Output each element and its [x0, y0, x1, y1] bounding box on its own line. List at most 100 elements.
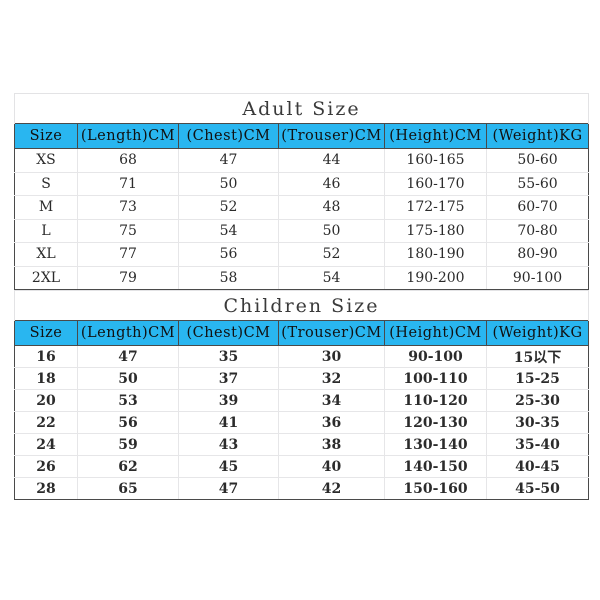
children-col-size: Size: [14, 320, 78, 346]
cell-height: 172-175: [384, 195, 487, 220]
cell-trouser: 38: [278, 433, 385, 456]
table-row: 22 56 41 36 120-130 30-35: [14, 411, 590, 434]
cell-trouser: 40: [278, 455, 385, 478]
cell-height: 110-120: [384, 389, 487, 412]
cell-weight: 40-45: [485, 455, 590, 478]
cell-length: 75: [77, 218, 179, 243]
cell-chest: 45: [178, 455, 279, 478]
cell-weight: 30-35: [485, 411, 590, 434]
cell-weight: 90-100: [485, 265, 590, 290]
table-row: 16 47 35 30 90-100 15以下: [14, 345, 590, 368]
cell-chest: 41: [178, 411, 279, 434]
cell-trouser: 44: [278, 148, 385, 173]
adult-header-row: Size (Length)CM (Chest)CM (Trouser)CM (H…: [14, 123, 590, 149]
cell-length: 73: [77, 195, 179, 220]
cell-chest: 35: [178, 345, 279, 368]
cell-height: 180-190: [384, 242, 487, 267]
table-row: 20 53 39 34 110-120 25-30: [14, 389, 590, 412]
adult-col-weight: (Weight)KG: [485, 123, 590, 149]
table-row: 2XL 79 58 54 190-200 90-100: [14, 265, 590, 290]
table-row: S 71 50 46 160-170 55-60: [14, 171, 590, 196]
children-header-row: Size (Length)CM (Chest)CM (Trouser)CM (H…: [14, 320, 590, 346]
cell-length: 77: [77, 242, 179, 267]
adult-title-row: Adult Size: [13, 93, 590, 124]
adult-col-size: Size: [14, 123, 78, 149]
cell-size: XS: [14, 148, 78, 173]
cell-size: S: [14, 171, 78, 196]
cell-length: 47: [77, 345, 179, 368]
cell-weight: 55-60: [485, 171, 590, 196]
cell-trouser: 54: [278, 265, 385, 290]
cell-weight: 25-30: [485, 389, 590, 412]
cell-trouser: 30: [278, 345, 385, 368]
cell-trouser: 50: [278, 218, 385, 243]
cell-size: 16: [14, 345, 78, 368]
adult-col-length: (Length)CM: [77, 123, 179, 149]
adult-col-height: (Height)CM: [384, 123, 487, 149]
adult-col-trouser: (Trouser)CM: [278, 123, 385, 149]
table-row: 28 65 47 42 150-160 45-50: [14, 477, 590, 500]
cell-chest: 58: [178, 265, 279, 290]
cell-height: 175-180: [384, 218, 487, 243]
cell-size: 26: [14, 455, 78, 478]
table-row: XS 68 47 44 160-165 50-60: [14, 148, 590, 173]
cell-height: 130-140: [384, 433, 487, 456]
cell-chest: 37: [178, 367, 279, 390]
cell-size: M: [14, 195, 78, 220]
cell-trouser: 46: [278, 171, 385, 196]
cell-height: 90-100: [384, 345, 487, 368]
table-row: L 75 54 50 175-180 70-80: [14, 218, 590, 243]
cell-trouser: 42: [278, 477, 385, 500]
adult-size-table: Adult Size Size (Length)CM (Chest)CM (Tr…: [13, 93, 590, 290]
cell-weight: 35-40: [485, 433, 590, 456]
children-title-row: Children Size: [13, 290, 590, 321]
cell-size: 28: [14, 477, 78, 500]
cell-chest: 52: [178, 195, 279, 220]
children-col-length: (Length)CM: [77, 320, 179, 346]
adult-col-chest: (Chest)CM: [178, 123, 279, 149]
cell-size: XL: [14, 242, 78, 267]
cell-length: 65: [77, 477, 179, 500]
cell-weight: 70-80: [485, 218, 590, 243]
cell-height: 100-110: [384, 367, 487, 390]
cell-chest: 54: [178, 218, 279, 243]
cell-size: 22: [14, 411, 78, 434]
size-chart-sheet: Adult Size Size (Length)CM (Chest)CM (Tr…: [13, 93, 590, 500]
children-size-table: Children Size Size (Length)CM (Chest)CM …: [13, 290, 590, 500]
cell-chest: 47: [178, 477, 279, 500]
cell-size: 2XL: [14, 265, 78, 290]
cell-length: 71: [77, 171, 179, 196]
cell-height: 120-130: [384, 411, 487, 434]
table-row: XL 77 56 52 180-190 80-90: [14, 242, 590, 267]
cell-height: 190-200: [384, 265, 487, 290]
cell-size: L: [14, 218, 78, 243]
cell-height: 160-170: [384, 171, 487, 196]
children-col-trouser: (Trouser)CM: [278, 320, 385, 346]
adult-table-title: Adult Size: [13, 93, 590, 124]
cell-length: 79: [77, 265, 179, 290]
children-col-chest: (Chest)CM: [178, 320, 279, 346]
cell-trouser: 36: [278, 411, 385, 434]
cell-trouser: 52: [278, 242, 385, 267]
cell-trouser: 32: [278, 367, 385, 390]
cell-trouser: 48: [278, 195, 385, 220]
cell-length: 59: [77, 433, 179, 456]
cell-chest: 43: [178, 433, 279, 456]
table-row: 26 62 45 40 140-150 40-45: [14, 455, 590, 478]
cell-size: 20: [14, 389, 78, 412]
cell-length: 56: [77, 411, 179, 434]
cell-chest: 50: [178, 171, 279, 196]
table-row: M 73 52 48 172-175 60-70: [14, 195, 590, 220]
cell-size: 18: [14, 367, 78, 390]
cell-length: 50: [77, 367, 179, 390]
children-col-height: (Height)CM: [384, 320, 487, 346]
cell-chest: 39: [178, 389, 279, 412]
cell-size: 24: [14, 433, 78, 456]
cell-weight: 80-90: [485, 242, 590, 267]
cell-chest: 47: [178, 148, 279, 173]
cell-height: 160-165: [384, 148, 487, 173]
cell-weight: 15以下: [485, 345, 590, 368]
cell-length: 53: [77, 389, 179, 412]
cell-length: 62: [77, 455, 179, 478]
cell-length: 68: [77, 148, 179, 173]
